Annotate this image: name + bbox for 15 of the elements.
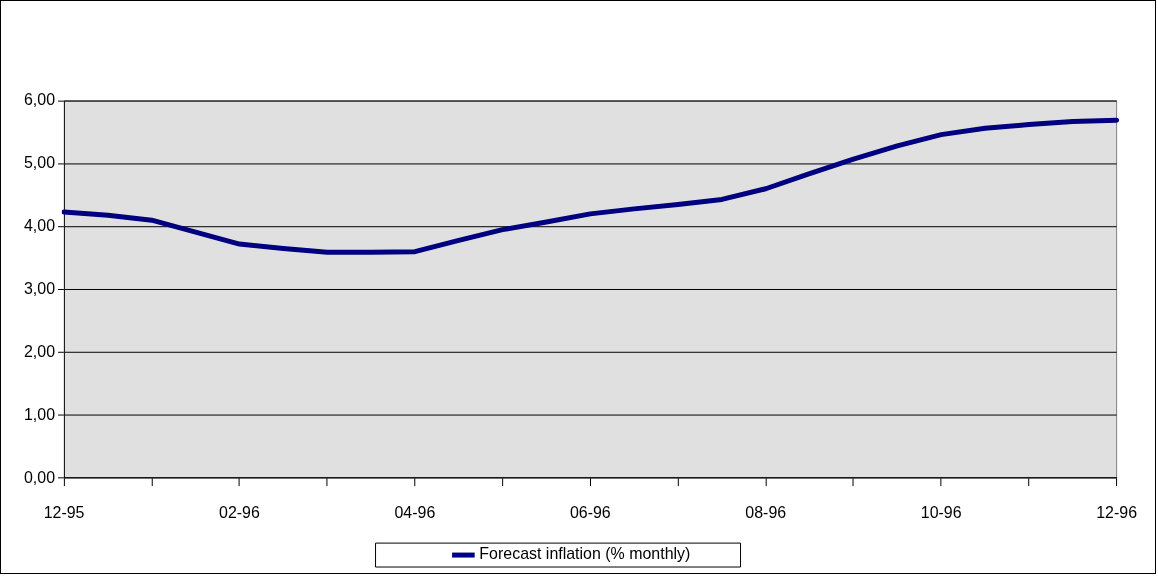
- x-tick-label: 06-96: [569, 504, 611, 521]
- legend-label: Forecast inflation (% monthly): [479, 545, 691, 563]
- y-tick-label: 1,00: [23, 405, 56, 423]
- x-tick-label: 10-96: [920, 504, 962, 521]
- y-tick-label: 0,00: [23, 468, 56, 486]
- x-tick-label: 12-95: [43, 504, 85, 521]
- y-tick-label: 5,00: [23, 153, 56, 171]
- y-tick-label: 4,00: [23, 216, 56, 234]
- x-tick-label: 12-96: [1096, 504, 1138, 521]
- y-tick-label: 6,00: [23, 91, 56, 109]
- y-tick-label: 2,00: [23, 342, 56, 360]
- x-tick-label: 04-96: [394, 504, 436, 521]
- x-tick-label: 08-96: [745, 504, 787, 521]
- y-tick-label: 3,00: [23, 279, 56, 297]
- x-tick-label: 02-96: [219, 504, 260, 521]
